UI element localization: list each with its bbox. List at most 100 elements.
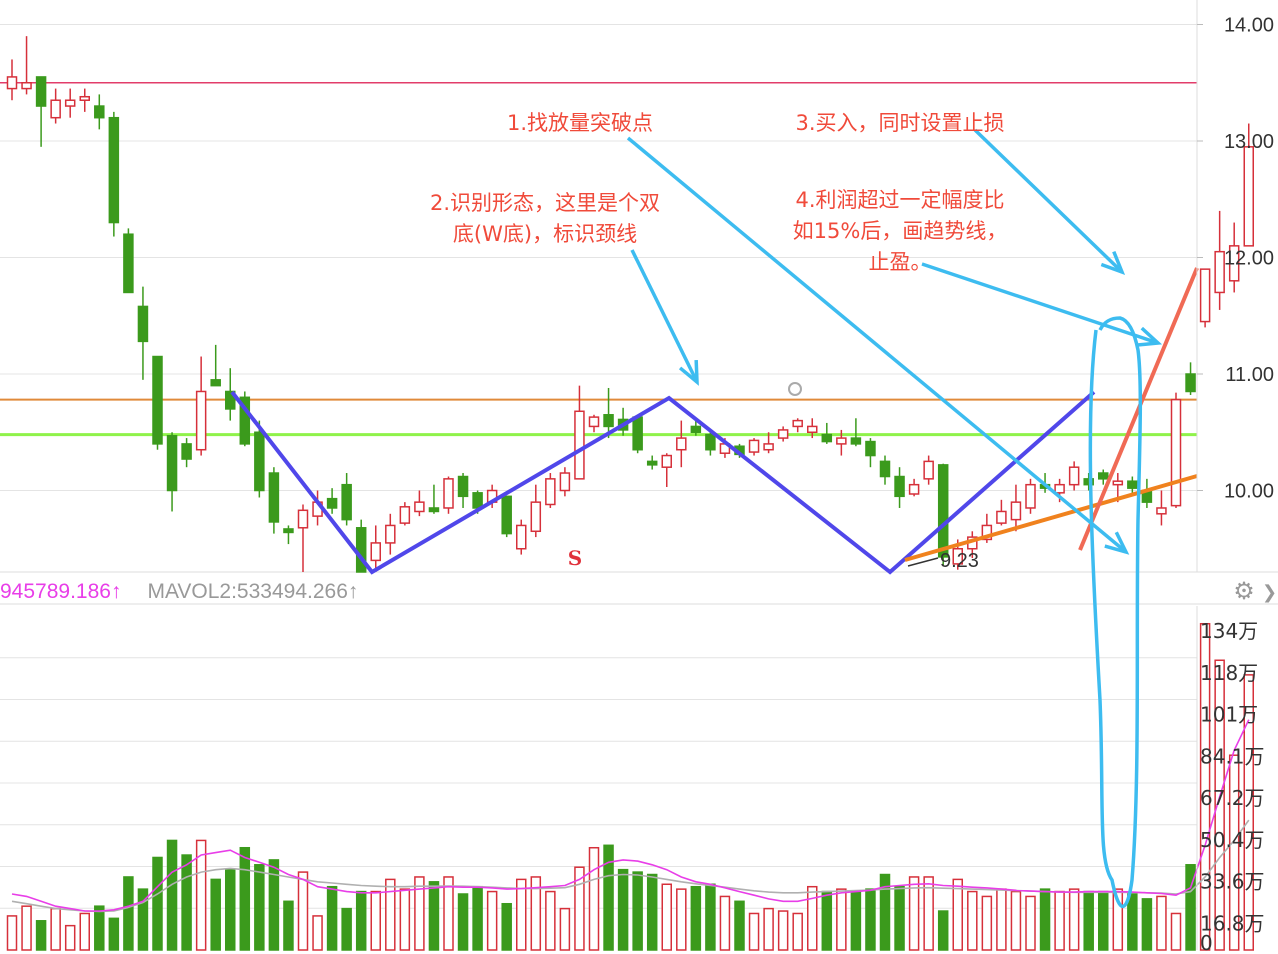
volume-bar	[35, 920, 47, 951]
volume-bar	[792, 912, 803, 951]
volume-bar	[254, 864, 265, 951]
volume-bar	[1156, 895, 1167, 951]
volume-bar	[908, 876, 920, 951]
candle-body	[836, 437, 847, 445]
volume-bar	[21, 905, 32, 951]
candle-body	[1156, 507, 1167, 515]
volume-bar	[1068, 888, 1080, 951]
volume-bar	[181, 854, 192, 951]
candle-body	[457, 475, 469, 498]
candle-body	[1112, 480, 1124, 486]
candle	[1228, 222, 1240, 293]
candle	[879, 455, 891, 485]
volume-bar	[1127, 893, 1138, 951]
volume-bar	[690, 885, 702, 951]
volume-bar	[1185, 864, 1196, 951]
candle-body	[1127, 480, 1138, 489]
volume-bar	[195, 839, 207, 951]
candle	[225, 368, 236, 421]
candle-body	[195, 390, 207, 451]
candle	[457, 473, 469, 508]
candle	[428, 484, 440, 514]
candle-body	[850, 437, 862, 445]
volume-bar	[283, 900, 294, 951]
candle-body	[676, 437, 687, 451]
volume-bar	[821, 890, 833, 951]
candle-body	[428, 507, 440, 513]
buy-arrow	[973, 128, 1126, 275]
volume-bar	[617, 868, 629, 951]
candle	[370, 525, 381, 572]
volume-bar	[676, 888, 687, 951]
chevron-right-icon[interactable]: ❯	[1262, 582, 1278, 602]
candle	[530, 484, 542, 538]
candle	[676, 420, 687, 468]
candle	[239, 391, 251, 447]
candle-body	[1228, 245, 1240, 282]
candle-body	[501, 495, 512, 535]
arrow-shaft	[921, 262, 1159, 345]
candle	[35, 76, 47, 147]
volume-bar	[937, 910, 949, 951]
gear-icon[interactable]: ⚙	[1233, 578, 1255, 605]
w-pattern-line	[230, 390, 1096, 575]
candle-body	[50, 99, 61, 119]
candle-body	[210, 379, 221, 387]
candle	[836, 429, 847, 456]
candle	[64, 88, 76, 118]
candle-body	[181, 443, 192, 460]
annotation-step3: 3.买入，同时设置止损	[795, 111, 1005, 135]
volume-bar	[79, 912, 90, 951]
annotation-overlay: 9.23 S	[230, 128, 1199, 908]
volume-bar	[152, 856, 163, 951]
volume-bar	[312, 915, 323, 951]
candle-body	[603, 414, 614, 428]
candle	[326, 488, 338, 514]
volume-tick-label: 134万	[1200, 619, 1258, 643]
candle	[807, 418, 818, 439]
candle	[385, 513, 396, 555]
volume-bar	[225, 868, 236, 951]
neckline-arrow	[630, 249, 699, 386]
candle-body	[632, 416, 643, 451]
volume-tick-label: 101万	[1200, 703, 1258, 727]
candle	[181, 438, 192, 468]
candle	[792, 418, 803, 433]
grid-layer	[0, 24, 1278, 909]
profit-trend-line	[1078, 267, 1199, 551]
volume-bar	[297, 871, 309, 951]
candle-body	[588, 416, 600, 428]
volume-bar	[777, 910, 789, 951]
candle	[894, 467, 905, 508]
volume-bar	[748, 912, 760, 951]
candle-body	[94, 105, 105, 119]
candle	[210, 344, 221, 387]
candle	[443, 476, 454, 514]
candle-body	[1054, 483, 1065, 494]
candle	[152, 355, 163, 450]
mavol1-legend: 945789.186↑	[0, 580, 122, 603]
candle	[850, 418, 862, 447]
volume-bars	[6, 622, 1254, 951]
volume-bar	[836, 888, 847, 951]
candle-body	[414, 501, 425, 513]
candlestick-series	[6, 36, 1254, 573]
volume-tick-label: 50.4万	[1200, 828, 1265, 852]
candle-body	[399, 506, 411, 524]
volume-bar	[719, 895, 731, 951]
volume-bar	[137, 888, 149, 951]
candle-body	[937, 464, 949, 558]
candle-body	[1214, 250, 1225, 294]
candle	[1156, 490, 1167, 526]
volume-bar	[1199, 622, 1211, 951]
volume-bar	[501, 902, 512, 951]
volume-bar	[166, 839, 178, 951]
candle-body	[370, 542, 381, 562]
volume-bar	[879, 873, 891, 951]
candle-body	[821, 433, 833, 443]
volume-bar	[123, 876, 134, 951]
candle-body	[705, 433, 716, 451]
volume-bar	[64, 924, 76, 951]
volume-bar	[850, 890, 862, 951]
volume-bar	[865, 888, 876, 951]
